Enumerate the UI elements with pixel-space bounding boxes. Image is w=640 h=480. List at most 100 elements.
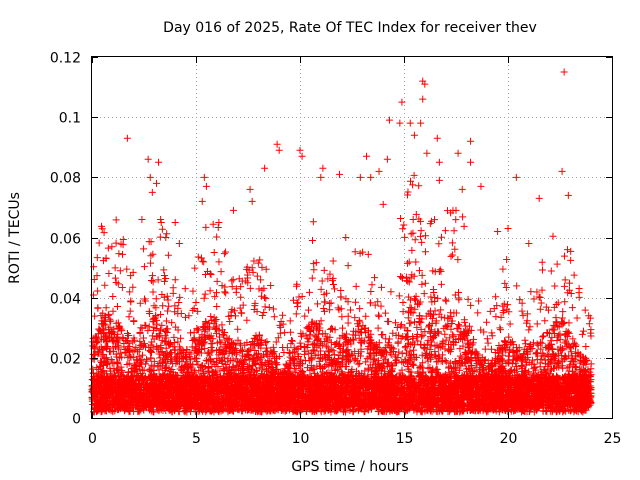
- data-point: [538, 266, 546, 274]
- data-point: [335, 351, 343, 359]
- data-point: [398, 321, 406, 329]
- data-point: [443, 207, 451, 215]
- data-point: [257, 276, 265, 284]
- data-point: [405, 293, 413, 301]
- data-point: [554, 299, 562, 307]
- data-point: [301, 312, 309, 320]
- data-point: [578, 330, 586, 338]
- data-point: [181, 313, 189, 321]
- data-point: [318, 277, 326, 285]
- data-point: [267, 368, 275, 376]
- data-point: [467, 326, 475, 334]
- data-point: [481, 356, 489, 364]
- data-point: [317, 317, 325, 325]
- data-point: [411, 318, 419, 326]
- data-point: [101, 281, 109, 289]
- data-point: [109, 292, 117, 300]
- data-point: [448, 239, 456, 247]
- data-point: [324, 275, 332, 283]
- data-point: [259, 365, 267, 373]
- data-point: [293, 299, 301, 307]
- data-point: [227, 308, 235, 316]
- data-point: [368, 281, 376, 289]
- data-point: [566, 344, 574, 352]
- data-point: [156, 326, 164, 334]
- data-point: [518, 307, 526, 315]
- data-point: [582, 343, 590, 351]
- data-point: [393, 323, 401, 331]
- data-point: [220, 331, 228, 339]
- data-point: [207, 340, 215, 348]
- data-point: [175, 350, 183, 358]
- data-point: [437, 306, 445, 314]
- data-point: [435, 310, 443, 318]
- data-point: [530, 295, 538, 303]
- data-point: [194, 307, 202, 315]
- data-point: [387, 288, 395, 296]
- data-point: [541, 317, 549, 325]
- data-point: [362, 358, 370, 366]
- data-point: [317, 285, 325, 293]
- data-point: [344, 319, 352, 327]
- data-point: [107, 317, 115, 325]
- data-point: [572, 341, 580, 349]
- data-point: [525, 326, 533, 334]
- data-point: [225, 335, 233, 343]
- data-point: [427, 217, 435, 225]
- data-point: [391, 353, 399, 361]
- data-point: [459, 213, 467, 221]
- data-point: [499, 265, 507, 273]
- data-point: [408, 271, 416, 279]
- data-point: [302, 332, 310, 340]
- data-point: [365, 353, 373, 361]
- data-point: [160, 293, 168, 301]
- data-point: [474, 309, 482, 317]
- data-point: [555, 357, 563, 365]
- data-point: [162, 274, 170, 282]
- data-point: [433, 358, 441, 366]
- data-point: [573, 314, 581, 322]
- data-point: [225, 312, 233, 320]
- data-point: [351, 248, 359, 256]
- data-point: [327, 345, 335, 353]
- data-point: [168, 319, 176, 327]
- data-point: [533, 320, 541, 328]
- data-point: [160, 266, 168, 274]
- data-point: [114, 303, 122, 311]
- data-point: [414, 337, 422, 345]
- data-point: [167, 349, 175, 357]
- data-point: [130, 317, 138, 325]
- data-point: [334, 304, 342, 312]
- data-point: [525, 342, 533, 350]
- data-point: [116, 267, 124, 275]
- data-point: [421, 279, 429, 287]
- data-point: [111, 264, 119, 272]
- data-point: [91, 312, 99, 320]
- data-point: [371, 274, 379, 282]
- data-point: [417, 227, 425, 235]
- data-point: [171, 338, 179, 346]
- data-point: [337, 293, 345, 301]
- data-point: [447, 325, 455, 333]
- data-point: [506, 320, 514, 328]
- data-point: [129, 338, 137, 346]
- data-point: [185, 312, 193, 320]
- data-point: [548, 325, 556, 333]
- data-point: [222, 248, 230, 256]
- data-point: [585, 320, 593, 328]
- data-point: [447, 252, 455, 260]
- data-point: [356, 305, 364, 313]
- data-point: [484, 339, 492, 347]
- data-point: [148, 332, 156, 340]
- data-point: [460, 316, 468, 324]
- data-point: [181, 285, 189, 293]
- data-point: [364, 250, 372, 258]
- data-points: [88, 68, 595, 416]
- data-point: [155, 333, 163, 341]
- data-point: [547, 366, 555, 374]
- data-point: [456, 352, 464, 360]
- data-point: [571, 339, 579, 347]
- data-point: [374, 311, 382, 319]
- data-point: [409, 229, 417, 237]
- data-point: [301, 347, 309, 355]
